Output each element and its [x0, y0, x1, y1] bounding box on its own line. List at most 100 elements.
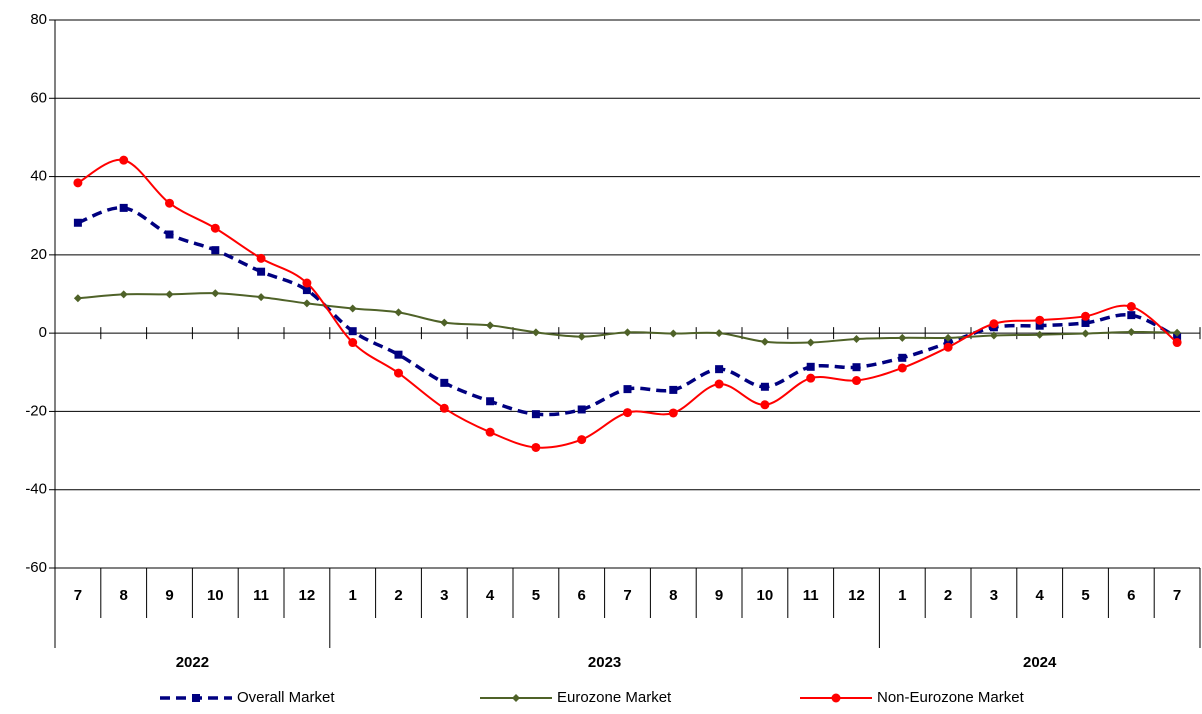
marker — [715, 365, 724, 374]
x-tick-label: 9 — [165, 587, 173, 604]
y-tick-label: 60 — [30, 89, 47, 106]
marker — [165, 290, 174, 299]
x-tick-label: 10 — [757, 587, 774, 604]
marker — [73, 294, 82, 303]
marker — [989, 319, 999, 329]
marker — [669, 385, 678, 394]
marker — [760, 382, 769, 391]
marker — [531, 442, 541, 452]
marker — [1173, 328, 1182, 337]
x-tick-label: 6 — [578, 587, 586, 604]
marker — [1035, 321, 1044, 330]
marker — [1126, 302, 1136, 312]
marker — [1035, 330, 1044, 339]
marker — [852, 335, 861, 344]
marker — [806, 362, 815, 371]
y-tick-label: -20 — [25, 402, 47, 419]
marker — [1127, 327, 1136, 336]
marker — [165, 230, 174, 239]
y-tick-label: 0 — [39, 324, 47, 341]
marker — [302, 299, 311, 308]
marker — [943, 342, 953, 352]
marker — [623, 328, 632, 337]
marker — [256, 253, 266, 263]
marker — [302, 278, 312, 288]
x-tick-label: 2 — [394, 587, 402, 604]
marker — [989, 331, 998, 340]
marker — [898, 333, 907, 342]
year-label: 2023 — [588, 654, 621, 671]
x-tick-label: 4 — [486, 587, 495, 604]
year-label: 2022 — [176, 654, 209, 671]
marker — [440, 378, 449, 387]
marker — [714, 379, 724, 389]
marker — [394, 350, 403, 359]
marker — [577, 332, 586, 341]
marker — [944, 333, 953, 342]
marker — [348, 327, 357, 336]
marker — [73, 178, 83, 188]
x-tick-label: 12 — [299, 587, 316, 604]
marker — [439, 403, 449, 413]
marker — [831, 693, 841, 703]
marker — [1172, 338, 1182, 348]
marker — [1081, 329, 1090, 338]
y-tick-label: 20 — [30, 246, 47, 263]
marker — [623, 385, 632, 394]
marker — [760, 400, 770, 410]
x-tick-label: 5 — [532, 587, 540, 604]
marker — [348, 338, 358, 348]
marker — [119, 155, 129, 165]
marker — [577, 405, 586, 414]
marker — [211, 246, 220, 255]
marker — [73, 218, 82, 227]
marker — [897, 363, 907, 373]
series-line — [77, 206, 1178, 417]
marker — [486, 321, 495, 330]
x-tick-label: 1 — [898, 587, 906, 604]
x-tick-label: 8 — [120, 587, 128, 604]
marker — [898, 353, 907, 362]
x-tick-label: 6 — [1127, 587, 1135, 604]
x-tick-label: 1 — [349, 587, 357, 604]
x-tick-label: 5 — [1081, 587, 1089, 604]
x-tick-label: 7 — [74, 587, 82, 604]
marker — [669, 329, 678, 338]
x-tick-label: 8 — [669, 587, 677, 604]
marker — [440, 318, 449, 327]
marker — [1127, 311, 1136, 320]
series-line — [77, 158, 1178, 449]
marker — [852, 363, 861, 372]
x-tick-label: 11 — [253, 587, 269, 604]
x-tick-label: 4 — [1036, 587, 1045, 604]
x-tick-label: 2 — [944, 587, 952, 604]
x-tick-label: 7 — [1173, 587, 1181, 604]
marker — [257, 267, 266, 276]
marker — [1081, 311, 1090, 321]
marker — [668, 408, 678, 418]
legend-label: Overall Market — [237, 689, 335, 706]
marker — [486, 397, 495, 406]
marker — [715, 329, 724, 338]
marker — [1035, 315, 1045, 325]
y-tick-label: 80 — [30, 11, 47, 28]
y-tick-label: -60 — [25, 559, 47, 576]
marker — [806, 338, 815, 347]
marker — [192, 694, 200, 702]
marker — [348, 304, 357, 313]
marker — [485, 427, 495, 437]
marker — [302, 286, 311, 295]
marker — [394, 308, 403, 317]
marker — [806, 373, 816, 383]
y-tick-label: 40 — [30, 168, 47, 185]
marker — [852, 376, 861, 386]
marker — [211, 289, 220, 298]
x-tick-label: 11 — [803, 587, 819, 604]
marker — [394, 368, 403, 378]
x-tick-label: 10 — [207, 587, 224, 604]
marker — [1081, 318, 1090, 327]
legend-label: Eurozone Market — [557, 689, 672, 706]
year-label: 2024 — [1023, 654, 1057, 671]
marker — [119, 290, 128, 299]
